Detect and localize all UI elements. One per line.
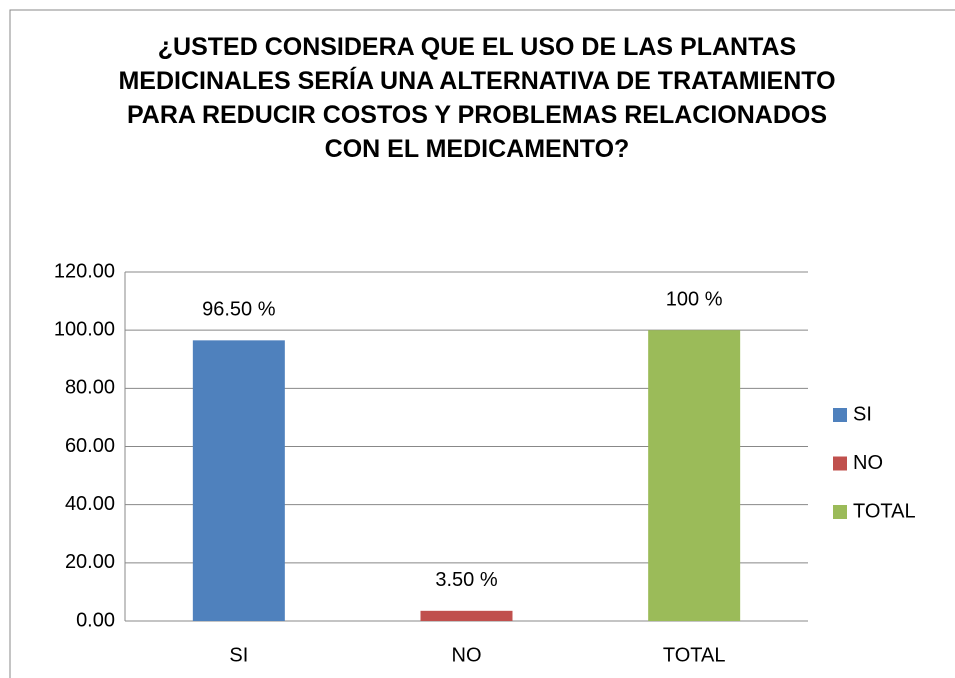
legend-swatch — [833, 456, 847, 471]
y-tick-label: 80.00 — [65, 377, 115, 399]
y-tick-label: 0.00 — [76, 609, 115, 631]
data-label: 3.50 % — [435, 569, 497, 591]
y-tick-label: 60.00 — [65, 435, 115, 457]
x-tick-label: TOTAL — [663, 644, 726, 666]
legend-swatch — [833, 408, 847, 422]
legend-label: TOTAL — [853, 500, 916, 522]
bar — [648, 330, 741, 621]
y-tick-label: 20.00 — [65, 551, 115, 573]
y-tick-label: 120.00 — [54, 260, 115, 282]
y-tick-label: 100.00 — [54, 318, 115, 340]
legend-label: NO — [853, 452, 883, 474]
y-tick-label: 40.00 — [65, 493, 115, 515]
chart-title: ¿USTED CONSIDERA QUE EL USO DE LAS PLANT… — [118, 33, 836, 163]
data-label: 96.50 % — [202, 299, 276, 321]
x-tick-label: SI — [229, 644, 248, 666]
data-label: 100 % — [666, 288, 723, 310]
chart-border — [9, 9, 955, 678]
bar — [420, 610, 513, 621]
x-tick-label: NO — [452, 644, 482, 666]
legend-label: SI — [853, 403, 872, 425]
bar — [192, 340, 285, 621]
legend-swatch — [833, 505, 847, 519]
